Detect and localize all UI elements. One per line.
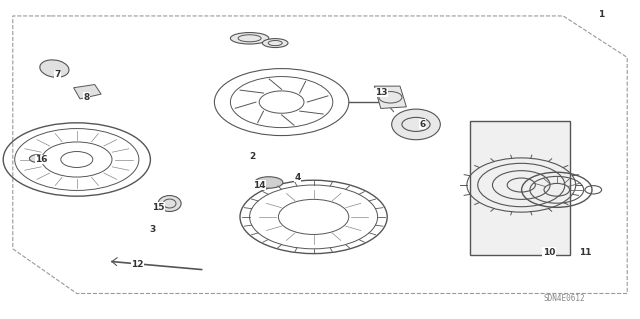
Ellipse shape: [255, 177, 283, 188]
Circle shape: [29, 155, 45, 162]
Polygon shape: [74, 85, 101, 99]
Text: 13: 13: [374, 88, 387, 97]
Text: 16: 16: [35, 155, 48, 164]
Ellipse shape: [158, 196, 181, 211]
Ellipse shape: [262, 39, 288, 48]
Ellipse shape: [392, 109, 440, 140]
Polygon shape: [374, 86, 406, 108]
Text: SDN4E0612: SDN4E0612: [544, 294, 586, 303]
Text: 7: 7: [54, 70, 61, 79]
Text: 2: 2: [250, 152, 256, 161]
Text: 4: 4: [294, 173, 301, 182]
Ellipse shape: [40, 60, 69, 77]
Text: 15: 15: [152, 203, 165, 212]
Text: 12: 12: [131, 260, 144, 269]
Text: 1: 1: [598, 10, 605, 19]
Text: 14: 14: [253, 181, 266, 189]
Text: 3: 3: [149, 225, 156, 234]
Text: 8: 8: [83, 93, 90, 102]
Text: 6: 6: [419, 120, 426, 129]
Text: 10: 10: [543, 248, 556, 256]
Bar: [470, 121, 570, 255]
Ellipse shape: [230, 33, 269, 44]
Text: 11: 11: [579, 248, 592, 256]
